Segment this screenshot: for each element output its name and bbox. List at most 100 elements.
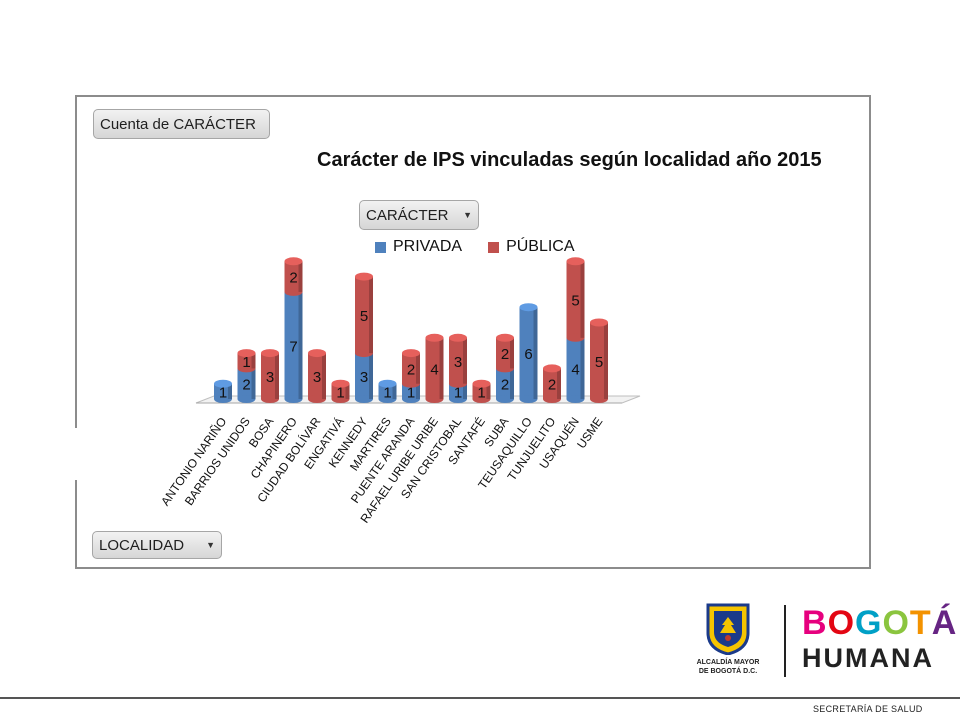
- chart-title: Carácter de IPS vinculadas según localid…: [317, 149, 822, 171]
- bar-segment-shade: [416, 353, 420, 384]
- bar-segment-base: [496, 364, 514, 373]
- bar-segment-base: [284, 287, 303, 296]
- chevron-down-icon: ▼: [463, 210, 472, 220]
- bar-segment: [284, 291, 303, 399]
- value-field-label: Cuenta de CARÁCTER: [100, 115, 256, 133]
- bar-segment-shade: [510, 368, 514, 399]
- bar-segment-base: [237, 364, 256, 373]
- bar-segment-base: [566, 395, 585, 403]
- bar-segment: [331, 383, 350, 399]
- bar-segment: [519, 307, 538, 399]
- bar-top: [449, 333, 467, 342]
- bar-segment-shade: [416, 383, 420, 399]
- bar-segment-shade: [463, 383, 467, 399]
- legend-label-publica: PÚBLICA: [506, 238, 575, 255]
- bar-segment: [402, 353, 420, 384]
- data-label: 1: [336, 384, 344, 401]
- bogota-letter: Á: [931, 604, 958, 642]
- data-label: 1: [242, 354, 250, 371]
- value-field-button[interactable]: Cuenta de CARÁCTER: [93, 109, 270, 139]
- data-label: 3: [266, 369, 274, 386]
- legend-item-privada[interactable]: PRIVADA: [375, 238, 462, 256]
- bar-top: [566, 257, 585, 266]
- bar-segment-base: [566, 333, 585, 342]
- data-label: 6: [524, 346, 532, 363]
- data-label: 4: [430, 361, 438, 378]
- bar-segment: [237, 353, 256, 369]
- bar-segment-shade: [369, 353, 373, 399]
- alcaldia-line-1: ALCALDÍA MAYOR: [696, 659, 760, 666]
- bar-segment-shade: [604, 322, 608, 399]
- bar-segment-shade: [298, 261, 303, 292]
- bar-segment-shade: [510, 337, 514, 369]
- bar-top: [425, 333, 444, 342]
- axis-field-dropdown[interactable]: LOCALIDAD ▼: [92, 531, 222, 559]
- bar-segment-shade: [580, 337, 585, 399]
- series-field-dropdown[interactable]: CARÁCTER ▼: [359, 200, 479, 230]
- bar-segment-base: [519, 395, 538, 403]
- bar-segment: [425, 337, 444, 399]
- bogota-coat-of-arms-icon: [706, 603, 750, 655]
- data-label: 5: [571, 293, 579, 310]
- data-label: 1: [477, 384, 485, 401]
- bar-segment-base: [425, 395, 444, 403]
- bar-segment: [496, 368, 514, 399]
- bar-segment: [284, 261, 303, 292]
- bar-segment-base: [261, 395, 279, 403]
- data-label: 2: [501, 346, 509, 363]
- bar-segment: [496, 337, 514, 369]
- bar-segment: [355, 353, 373, 399]
- bar-segment: [566, 261, 585, 338]
- bar-top: [519, 303, 538, 312]
- bar-segment-shade: [228, 383, 232, 399]
- legend-swatch-publica: [488, 241, 500, 253]
- bar-top: [284, 257, 303, 266]
- bar-top: [402, 349, 420, 358]
- alcaldia-line-2: DE BOGOTÁ D.C.: [698, 668, 758, 675]
- data-label: 2: [407, 361, 415, 378]
- data-label: 5: [360, 308, 368, 325]
- data-label: 7: [289, 338, 297, 355]
- bar-segment-shade: [298, 291, 303, 399]
- bar-segment-base: [355, 349, 373, 358]
- bar-top: [355, 272, 373, 281]
- bar-segment-base: [284, 395, 303, 403]
- legend-item-publica[interactable]: PÚBLICA: [488, 238, 575, 256]
- footer-text: SECRETARÍA DE SALUD: [813, 704, 923, 714]
- bar-segment-shade: [322, 353, 326, 399]
- bar-segment-shade: [275, 353, 279, 399]
- bar-segment-shade: [463, 337, 467, 384]
- bar-segment-base: [402, 395, 420, 403]
- axis-field-label: LOCALIDAD: [99, 536, 185, 554]
- bar-segment-base: [308, 395, 326, 403]
- bar-segment: [590, 322, 608, 399]
- bogota-humana-logo-word2: HUMANA: [802, 643, 934, 673]
- chart-legend: PRIVADA PÚBLICA: [375, 238, 575, 256]
- bogota-letter: O: [827, 604, 856, 642]
- bar-segment-base: [543, 395, 561, 403]
- bar-segment-shade: [251, 353, 256, 369]
- pivot-chart-panel: Cuenta de CARÁCTER Carácter de IPS vincu…: [75, 95, 871, 569]
- bar-top: [378, 379, 397, 388]
- bar-segment-shade: [486, 383, 491, 399]
- logo-divider: [784, 605, 786, 677]
- bar-segment-base: [331, 395, 350, 403]
- legend-swatch-privada: [375, 241, 386, 253]
- data-label: 5: [595, 354, 603, 371]
- bar-segment-base: [378, 395, 397, 403]
- bar-segment-base: [449, 395, 467, 403]
- bar-top: [237, 349, 256, 358]
- data-label: 1: [219, 384, 227, 401]
- bar-segment-base: [355, 395, 373, 403]
- data-label: 1: [383, 384, 391, 401]
- bar-segment: [472, 383, 491, 399]
- bar-top: [590, 318, 608, 327]
- bar-segment: [237, 368, 256, 399]
- bar-segment-shade: [439, 337, 444, 399]
- bar-segment: [261, 353, 279, 399]
- bogota-letter: B: [802, 604, 828, 642]
- data-label: 2: [289, 270, 297, 287]
- bar-top: [261, 349, 279, 358]
- bar-segment: [378, 383, 397, 399]
